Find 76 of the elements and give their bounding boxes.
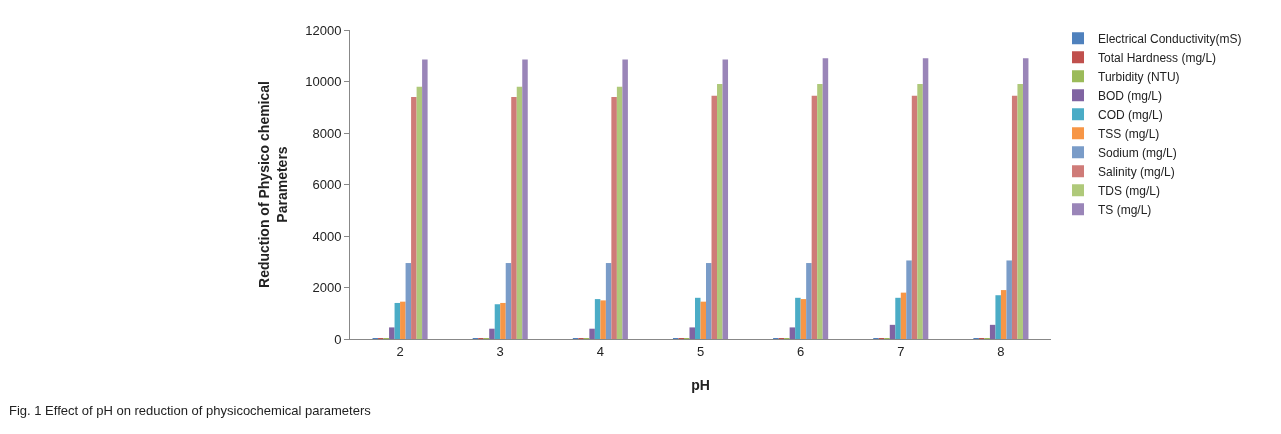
bar [422,59,428,339]
bar [589,328,595,339]
y-tick-label: 12000 [305,22,342,38]
legend-label: TDS (mg/L) [1098,184,1161,198]
legend-label: BOD (mg/L) [1098,89,1163,103]
bar [711,95,718,339]
bar [822,58,829,339]
bar [611,96,617,339]
bar [917,84,923,339]
bar [400,301,406,339]
bar [594,299,601,339]
legend-label: Total Hardness (mg/L) [1098,51,1217,65]
legend-label: COD (mg/L) [1098,108,1163,122]
bar [616,86,623,339]
bar [1000,290,1007,339]
x-tick-label: 2 [396,343,404,359]
x-tick-label: 6 [797,343,805,359]
bar [1011,95,1018,339]
bar [500,302,506,339]
x-tick-label: 5 [696,343,705,359]
bar [505,263,512,339]
bar [906,260,912,339]
bar [900,292,907,339]
bar [416,86,423,339]
y-tick-label: 2000 [312,280,342,296]
bar [689,327,695,339]
bar [817,84,823,339]
bar [795,297,801,339]
bar [700,301,707,339]
y-axis-title: Reduction of Physico chemical Parameters [255,81,290,288]
bar [989,324,996,339]
bar [516,86,523,339]
y-tick-label: 8000 [312,125,342,141]
bar [411,96,417,339]
bar [622,59,628,339]
bar [895,297,901,339]
bar [1006,260,1012,339]
bar [811,95,818,339]
y-tick-label: 10000 [305,74,342,90]
bar [489,328,495,339]
legend-label: Sodium (mg/L) [1098,146,1177,160]
x-tick-label: 7 [897,343,905,359]
bar [789,327,796,339]
y-tick-label: 4000 [312,228,342,244]
bar [800,299,807,339]
bar [889,324,896,339]
bar [522,59,528,339]
x-tick-label: 8 [997,343,1005,359]
bar [389,327,395,339]
bar [605,263,612,339]
bar [911,95,918,339]
caption: Fig. 1 Effect of pH on reduction of physicochemical parameters [9,403,372,418]
bar [511,96,517,339]
bar [706,263,712,339]
x-tick-label: 3 [496,343,504,359]
bar [694,297,701,339]
bar [722,59,729,339]
bar [922,58,929,339]
legend-label: TS (mg/L) [1098,203,1152,217]
bar [394,302,401,339]
legend-label: TSS (mg/L) [1098,127,1160,141]
bar [717,84,723,339]
legend-label: Turbidity (NTU) [1098,70,1180,84]
y-tick-label: 6000 [312,177,342,193]
bar [995,295,1001,339]
bar [600,300,606,339]
bar [1017,84,1023,339]
x-axis-title: pH [691,376,710,393]
x-tick-label: 4 [596,343,604,359]
bar [806,263,812,339]
legend-label: Electrical Conductivity(mS) [1098,32,1242,46]
bar [405,263,412,339]
y-tick-label: 0 [334,331,342,347]
legend-label: Salinity (mg/L) [1098,165,1175,179]
bar [1022,58,1029,339]
bar [494,304,501,339]
